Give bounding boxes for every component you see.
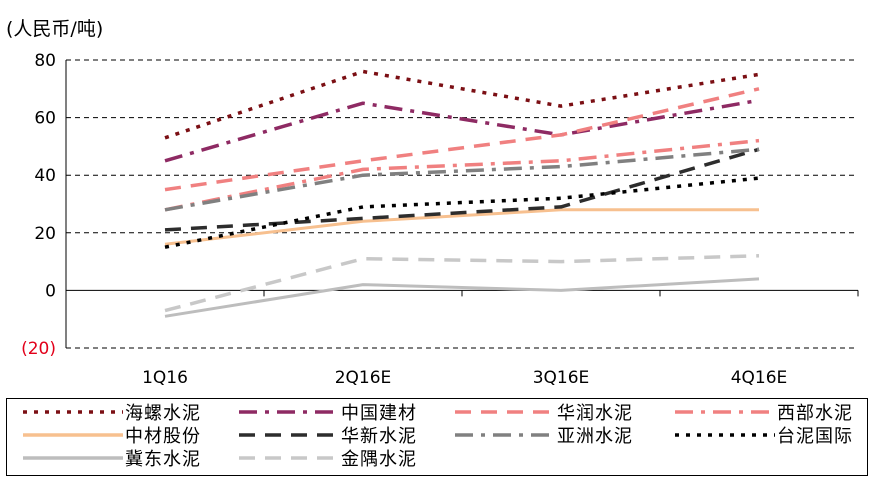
y-tick-label: 20 xyxy=(34,224,56,244)
series-line xyxy=(164,176,760,249)
series-line xyxy=(164,138,760,212)
series-line xyxy=(164,277,760,318)
series-line xyxy=(164,208,759,246)
legend-swatch xyxy=(239,410,339,414)
legend-item: 中国建材 xyxy=(239,401,417,424)
legend-item: 华新水泥 xyxy=(239,424,417,447)
y-tick-label: 0 xyxy=(45,281,56,301)
x-tick-label: 4Q16E xyxy=(731,368,788,388)
series-line xyxy=(164,254,760,313)
legend-item: 西部水泥 xyxy=(675,401,853,424)
series-line xyxy=(164,87,760,192)
legend-label: 金隅水泥 xyxy=(341,449,417,470)
chart-legend: 海螺水泥 中国建材 华润水泥 西部水泥中材股份 华新水泥 亚洲水泥 台泥国际冀东水泥 金隅水泥 xyxy=(6,398,868,476)
x-tick-label: 1Q16 xyxy=(142,368,188,388)
y-tick-label: (20) xyxy=(21,339,56,359)
legend-item: 中材股份 xyxy=(23,424,201,447)
legend-label: 中国建材 xyxy=(341,403,417,424)
legend-swatch xyxy=(455,410,555,414)
legend-swatch xyxy=(239,456,339,460)
line-chart: 80 60 40 20 0 (20) 1Q16 2Q16E 3Q16E 4Q16E xyxy=(21,51,859,388)
legend-swatch xyxy=(23,456,123,460)
y-tick-label: 80 xyxy=(34,51,56,71)
legend-item: 台泥国际 xyxy=(675,424,853,447)
y-tick-label: 40 xyxy=(34,166,56,186)
x-tick-label: 3Q16E xyxy=(533,368,590,388)
legend-swatch xyxy=(675,410,775,414)
legend-label: 台泥国际 xyxy=(777,426,853,447)
series-line xyxy=(164,147,760,212)
series-line xyxy=(164,69,760,140)
legend-swatch xyxy=(455,433,555,437)
series-line xyxy=(164,147,760,232)
legend-item: 冀东水泥 xyxy=(23,447,201,470)
legend-label: 冀东水泥 xyxy=(125,449,201,470)
legend-item: 华润水泥 xyxy=(455,401,633,424)
legend-label: 华新水泥 xyxy=(341,426,417,447)
legend-item: 金隅水泥 xyxy=(239,447,417,470)
legend-label: 亚洲水泥 xyxy=(557,426,633,447)
legend-label: 华润水泥 xyxy=(557,403,633,424)
legend-label: 西部水泥 xyxy=(777,403,853,424)
x-tick-label: 2Q16E xyxy=(335,368,392,388)
y-tick-label: 60 xyxy=(34,109,56,129)
legend-item: 亚洲水泥 xyxy=(455,424,633,447)
legend-swatch xyxy=(23,410,123,414)
legend-label: 中材股份 xyxy=(125,426,201,447)
legend-swatch xyxy=(239,433,339,437)
series-line xyxy=(164,98,760,163)
legend-swatch xyxy=(675,433,775,437)
legend-swatch xyxy=(23,433,123,437)
y-axis-unit-label: (人民币/吨) xyxy=(6,18,104,40)
legend-item: 海螺水泥 xyxy=(23,401,201,424)
legend-label: 海螺水泥 xyxy=(125,403,201,424)
